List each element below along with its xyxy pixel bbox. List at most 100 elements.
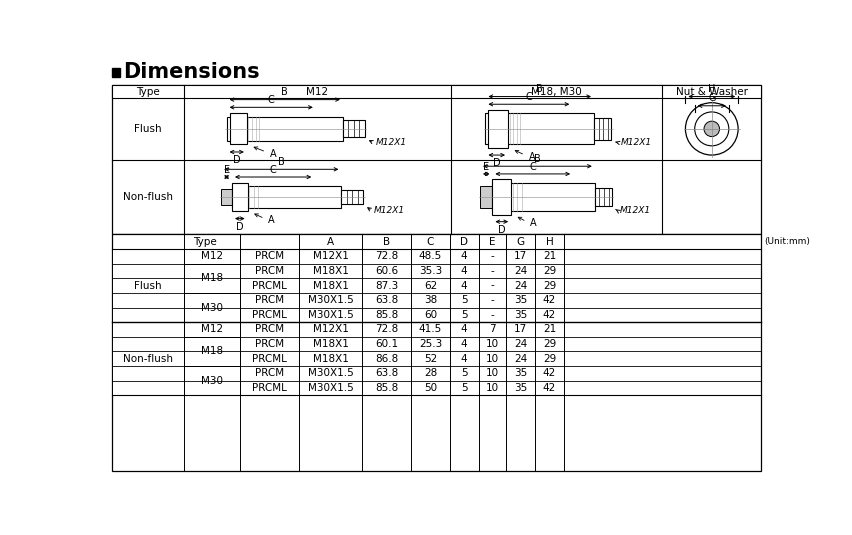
Text: 85.8: 85.8 xyxy=(375,383,398,393)
Text: M30X1.5: M30X1.5 xyxy=(308,383,354,393)
Text: C: C xyxy=(268,95,274,105)
Text: PRCM: PRCM xyxy=(255,251,284,261)
Text: B: B xyxy=(534,154,541,164)
Text: 10: 10 xyxy=(486,369,499,378)
Text: 17: 17 xyxy=(514,251,527,261)
Text: M12X1: M12X1 xyxy=(619,207,651,216)
Text: M12X1: M12X1 xyxy=(376,138,406,147)
Text: 4: 4 xyxy=(461,354,468,364)
Text: Dimensions: Dimensions xyxy=(124,62,260,82)
Text: B: B xyxy=(281,87,288,97)
Bar xyxy=(112,322,184,395)
Text: PRCML: PRCML xyxy=(252,383,286,393)
Text: D: D xyxy=(233,155,240,165)
Text: B: B xyxy=(278,157,285,167)
Bar xyxy=(184,366,239,395)
Text: M12: M12 xyxy=(201,251,223,261)
Text: PRCM: PRCM xyxy=(255,324,284,334)
Text: A: A xyxy=(530,218,536,228)
Text: 5: 5 xyxy=(461,383,468,393)
Text: M18X1: M18X1 xyxy=(313,280,348,291)
Text: E: E xyxy=(489,236,496,247)
Text: A: A xyxy=(270,149,277,158)
Text: M18: M18 xyxy=(201,346,223,356)
Text: 72.8: 72.8 xyxy=(375,324,398,334)
Text: 4: 4 xyxy=(461,280,468,291)
Text: M18X1: M18X1 xyxy=(313,266,348,276)
Text: 5: 5 xyxy=(461,369,468,378)
Bar xyxy=(230,113,247,144)
Bar xyxy=(184,264,239,293)
Bar xyxy=(222,188,232,205)
Text: M12: M12 xyxy=(201,324,223,334)
Text: 5: 5 xyxy=(461,295,468,305)
Text: 60: 60 xyxy=(424,310,437,320)
Circle shape xyxy=(704,121,720,136)
Text: D: D xyxy=(493,158,500,168)
Bar xyxy=(112,249,184,322)
Text: Flush: Flush xyxy=(134,280,162,291)
Text: 60.6: 60.6 xyxy=(375,266,398,276)
Bar xyxy=(184,337,239,366)
Text: PRCM: PRCM xyxy=(255,339,284,349)
Text: 10: 10 xyxy=(486,383,499,393)
Text: M18: M18 xyxy=(201,273,223,283)
Text: 35.3: 35.3 xyxy=(419,266,442,276)
Bar xyxy=(112,85,762,98)
Text: A: A xyxy=(529,151,536,162)
Text: 60.1: 60.1 xyxy=(375,339,398,349)
Text: PRCML: PRCML xyxy=(252,354,286,364)
Text: Type: Type xyxy=(136,87,160,96)
Text: 35: 35 xyxy=(514,310,527,320)
Text: 24: 24 xyxy=(514,280,527,291)
Text: 29: 29 xyxy=(543,266,556,276)
Text: G: G xyxy=(516,236,525,247)
Bar xyxy=(232,183,248,211)
Text: E: E xyxy=(483,162,489,172)
Bar xyxy=(184,249,239,264)
Text: 24: 24 xyxy=(514,266,527,276)
Text: A: A xyxy=(268,215,274,225)
Bar xyxy=(342,190,363,204)
Text: D: D xyxy=(236,221,244,232)
Text: (Unit:mm): (Unit:mm) xyxy=(764,237,810,246)
Text: -: - xyxy=(491,310,494,320)
Text: 24: 24 xyxy=(514,354,527,364)
Text: -: - xyxy=(491,266,494,276)
Text: 48.5: 48.5 xyxy=(419,251,442,261)
Text: 21: 21 xyxy=(543,324,556,334)
Text: H: H xyxy=(545,236,553,247)
Text: 29: 29 xyxy=(543,354,556,364)
Text: PRCML: PRCML xyxy=(252,310,286,320)
Text: PRCM: PRCM xyxy=(255,266,284,276)
Text: 42: 42 xyxy=(543,369,556,378)
Text: Nut & Washer: Nut & Washer xyxy=(676,87,748,96)
Text: -: - xyxy=(491,280,494,291)
Bar xyxy=(232,186,342,208)
Bar xyxy=(492,183,595,211)
Text: H: H xyxy=(708,84,716,94)
Text: 10: 10 xyxy=(486,354,499,364)
Bar xyxy=(486,113,594,144)
Text: M30X1.5: M30X1.5 xyxy=(308,295,354,305)
Text: 25.3: 25.3 xyxy=(419,339,442,349)
Text: M30X1.5: M30X1.5 xyxy=(308,310,354,320)
Text: G: G xyxy=(708,94,716,103)
Text: 21: 21 xyxy=(543,251,556,261)
Bar xyxy=(112,234,762,471)
Text: B: B xyxy=(383,236,390,247)
Text: PRCML: PRCML xyxy=(252,280,286,291)
Text: PRCM: PRCM xyxy=(255,369,284,378)
Text: 42: 42 xyxy=(543,295,556,305)
Text: M18, M30: M18, M30 xyxy=(531,87,582,96)
Bar xyxy=(227,117,343,141)
Text: Non-flush: Non-flush xyxy=(123,192,173,202)
Text: 4: 4 xyxy=(461,251,468,261)
Text: M12X1: M12X1 xyxy=(313,324,348,334)
Text: 29: 29 xyxy=(543,280,556,291)
Text: M30: M30 xyxy=(201,302,223,312)
Text: M12X1: M12X1 xyxy=(374,207,405,216)
Bar xyxy=(594,118,611,140)
Text: C: C xyxy=(270,165,277,175)
Text: 42: 42 xyxy=(543,310,556,320)
